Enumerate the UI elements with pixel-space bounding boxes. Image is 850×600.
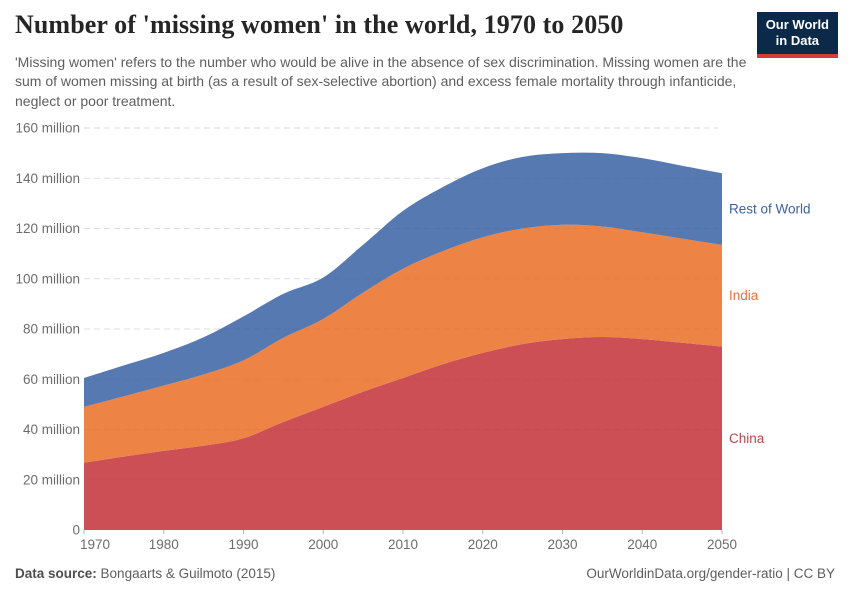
y-tick-label: 140 million bbox=[15, 171, 80, 186]
x-tick-label: 2010 bbox=[388, 537, 418, 552]
x-tick-label: 2030 bbox=[547, 537, 577, 552]
x-tick-label: 2000 bbox=[308, 537, 338, 552]
page-title: Number of 'missing women' in the world, … bbox=[15, 10, 624, 39]
datasource: Data source: Bongaarts & Guilmoto (2015) bbox=[15, 566, 275, 581]
owid-logo-line2: in Data bbox=[775, 33, 820, 49]
datasource-label: Data source: bbox=[15, 566, 97, 581]
legend-label-china[interactable]: China bbox=[729, 431, 765, 446]
datasource-value: Bongaarts & Guilmoto (2015) bbox=[100, 566, 276, 581]
y-tick-label: 20 million bbox=[23, 472, 80, 487]
y-tick-label: 160 million bbox=[15, 121, 80, 136]
y-tick-label: 40 million bbox=[23, 422, 80, 437]
x-tick-label: 2050 bbox=[707, 537, 737, 552]
legend-label-rest-of-world[interactable]: Rest of World bbox=[729, 202, 811, 217]
credit-link[interactable]: OurWorldinData.org/gender-ratio | CC BY bbox=[586, 566, 835, 581]
y-tick-label: 60 million bbox=[23, 372, 80, 387]
x-tick-label: 2040 bbox=[627, 537, 657, 552]
y-tick-label: 120 million bbox=[15, 221, 80, 236]
x-tick-label: 1990 bbox=[228, 537, 258, 552]
x-tick-label: 2020 bbox=[468, 537, 498, 552]
chart-subtitle: 'Missing women' refers to the number who… bbox=[15, 54, 747, 109]
y-tick-label: 100 million bbox=[15, 271, 80, 286]
area-rest-of-world[interactable] bbox=[84, 152, 722, 407]
chart-footer: Data source: Bongaarts & Guilmoto (2015)… bbox=[15, 566, 835, 581]
legend-label-india[interactable]: India bbox=[729, 288, 759, 303]
x-tick-label: 1970 bbox=[80, 537, 110, 552]
y-tick-label: 80 million bbox=[23, 322, 80, 337]
x-tick-label: 1980 bbox=[149, 537, 179, 552]
owid-logo-line1: Our World bbox=[765, 17, 829, 32]
area-india[interactable] bbox=[84, 224, 722, 463]
area-china[interactable] bbox=[84, 337, 722, 530]
owid-logo: Our World in Data bbox=[756, 12, 838, 58]
y-tick-label: 0 bbox=[72, 523, 80, 538]
